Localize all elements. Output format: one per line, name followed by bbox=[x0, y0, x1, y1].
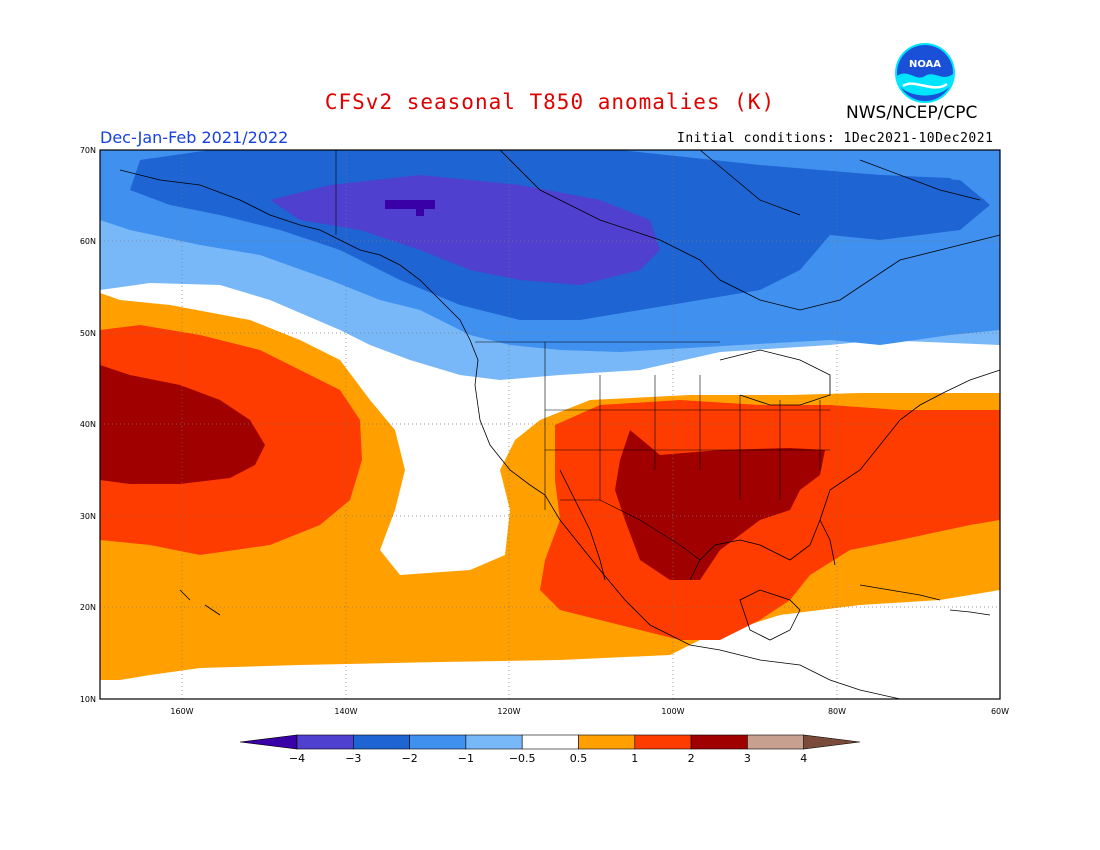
colorbar-arrow-left bbox=[239, 734, 298, 750]
noaa-logo-icon: NOAA bbox=[895, 43, 955, 103]
colorbar-swatch bbox=[409, 734, 467, 750]
lon-label: 120W bbox=[497, 707, 520, 716]
colorbar-label: 1 bbox=[631, 752, 638, 765]
lat-label: 20N bbox=[80, 603, 96, 612]
colorbar: −4 −3 −2 −1 −0.5 0.5 1 2 3 4 bbox=[239, 734, 861, 765]
longitude-labels: 160W 140W 120W 100W 80W 60W bbox=[170, 707, 1009, 716]
colorbar-label: 2 bbox=[688, 752, 695, 765]
colorbar-label: −4 bbox=[289, 752, 305, 765]
colorbar-label: −3 bbox=[345, 752, 361, 765]
lat-label: 30N bbox=[80, 512, 96, 521]
latitude-labels: 70N 60N 50N 40N 30N 20N 10N bbox=[80, 146, 96, 704]
colorbar-swatch bbox=[634, 734, 692, 750]
colorbar-arrow-right bbox=[803, 734, 861, 750]
colorbar-swatch bbox=[352, 734, 410, 750]
colorbar-label: −0.5 bbox=[509, 752, 536, 765]
lat-label: 40N bbox=[80, 420, 96, 429]
lat-label: 60N bbox=[80, 237, 96, 246]
colorbar-swatch bbox=[521, 734, 579, 750]
lat-label: 50N bbox=[80, 329, 96, 338]
colorbar-label: −2 bbox=[401, 752, 417, 765]
map-frame bbox=[99, 149, 1001, 700]
colorbar-swatch bbox=[465, 734, 523, 750]
map-title: CFSv2 seasonal T850 anomalies (K) bbox=[324, 90, 776, 114]
colorbar-swatch bbox=[296, 734, 354, 750]
lat-label: 70N bbox=[80, 146, 96, 155]
colorbar-label: 4 bbox=[800, 752, 807, 765]
colorbar-swatch bbox=[747, 734, 805, 750]
initial-conditions-label: Initial conditions: 1Dec2021-10Dec2021 bbox=[677, 131, 994, 146]
lon-label: 60W bbox=[991, 707, 1009, 716]
agency-label: NWS/NCEP/CPC bbox=[846, 103, 978, 123]
lon-label: 80W bbox=[828, 707, 846, 716]
colorbar-swatch bbox=[690, 734, 748, 750]
lat-label: 10N bbox=[80, 695, 96, 704]
colorbar-label: −1 bbox=[458, 752, 474, 765]
political-borders bbox=[335, 150, 830, 561]
map-field bbox=[100, 150, 1000, 699]
logo-text: NOAA bbox=[909, 59, 941, 70]
colorbar-swatch bbox=[578, 734, 636, 750]
colorbar-label: 0.5 bbox=[570, 752, 588, 765]
coastlines bbox=[119, 149, 1001, 700]
colorbar-label: 3 bbox=[744, 752, 751, 765]
lon-label: 100W bbox=[661, 707, 684, 716]
period-label: Dec-Jan-Feb 2021/2022 bbox=[100, 128, 289, 147]
lon-label: 160W bbox=[170, 707, 193, 716]
lon-label: 140W bbox=[334, 707, 357, 716]
